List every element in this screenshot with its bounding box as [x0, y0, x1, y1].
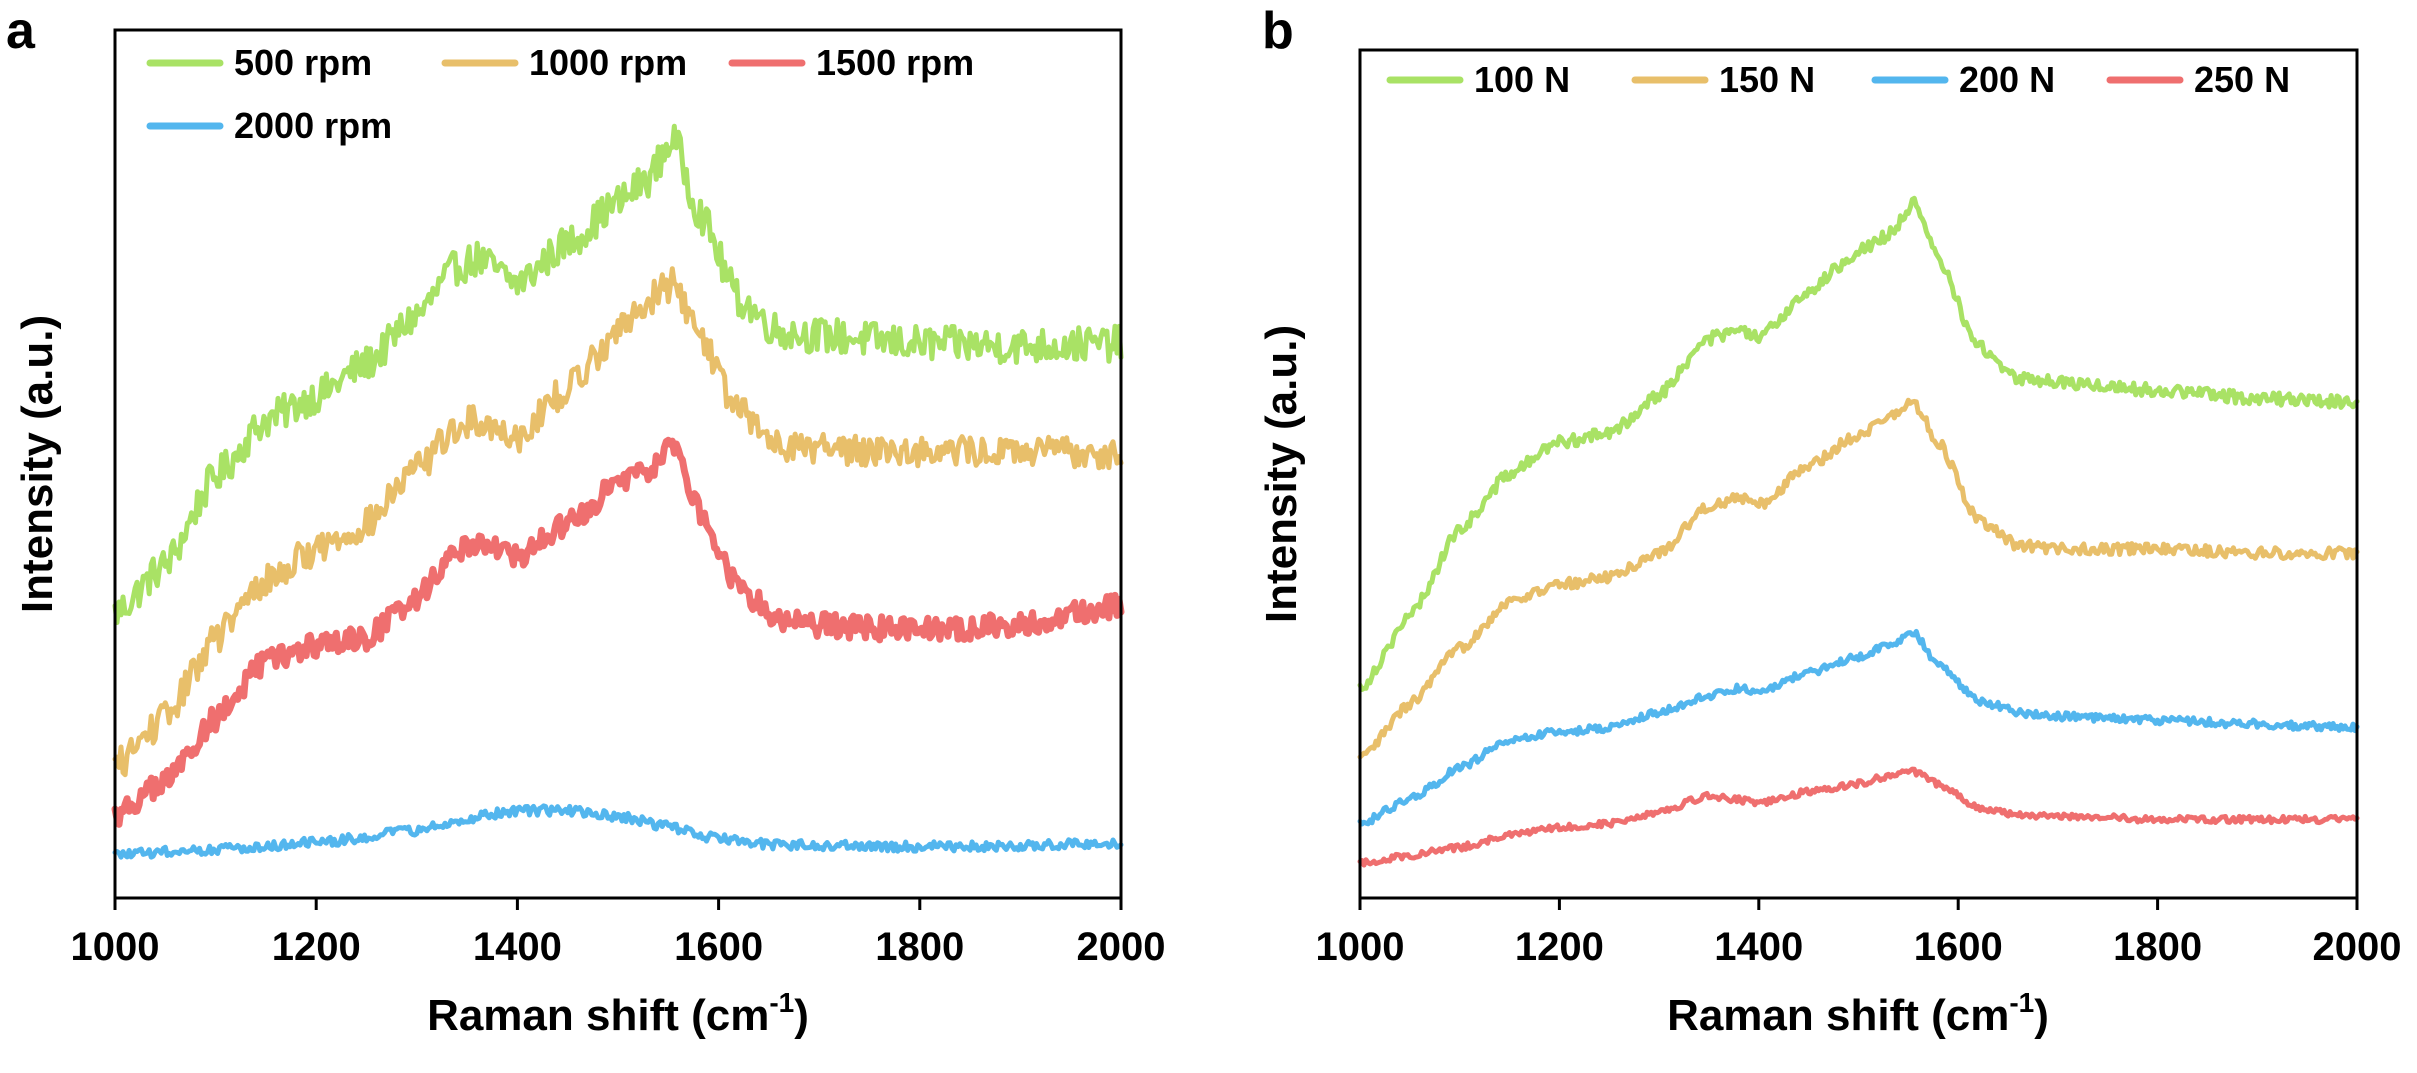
x-tick-label: 1600 — [1914, 925, 2003, 969]
legend-label: 200 N — [1959, 59, 2055, 100]
series-layer-b — [1357, 195, 2360, 868]
series-line-1000-rpm — [112, 266, 1124, 778]
series-line-500-rpm — [112, 123, 1124, 625]
series-line-100-n — [1357, 195, 2360, 692]
plot-frame-b — [1358, 48, 2359, 900]
legend-label: 150 N — [1719, 59, 1815, 100]
legend-item: 100 N — [1386, 59, 1570, 100]
x-axis-ticks-a: 1000 1200 1400 1600 1800 2000 — [71, 898, 1166, 969]
legend-b: 100 N 150 N 200 N 250 N — [1386, 59, 2290, 100]
x-tick-label: 2000 — [2313, 925, 2402, 969]
y-axis-title-b: Intensity (a.u.) — [1257, 325, 1306, 623]
x-tick-label: 1200 — [1515, 925, 1604, 969]
x-axis-ticks-b: 1000 1200 1400 1600 1800 2000 — [1316, 898, 2402, 969]
x-axis-title-a-text: Raman shift (cm — [427, 991, 769, 1040]
x-tick-label: 1000 — [71, 925, 160, 969]
x-axis-title-a-superscript: -1 — [769, 987, 794, 1018]
x-tick-label: 2000 — [1077, 925, 1166, 969]
x-tick-label: 1400 — [473, 925, 562, 969]
x-axis-title-b-superscript: -1 — [2009, 987, 2034, 1018]
legend-item: 1500 rpm — [728, 42, 974, 83]
legend-label: 100 N — [1474, 59, 1570, 100]
series-line-200-n — [1357, 628, 2360, 827]
x-tick-label: 1800 — [2113, 925, 2202, 969]
panel-label-a: a — [6, 2, 36, 60]
legend-label: 2000 rpm — [234, 105, 392, 146]
plot-frame-a — [113, 28, 1123, 900]
series-line-2000-rpm — [112, 803, 1124, 860]
legend-label: 1000 rpm — [529, 42, 687, 83]
panel-b: b 100 N 150 N 200 N 250 N 1000 1200 1400 1600 1… — [1257, 2, 2401, 1040]
series-line-250-n — [1357, 766, 2360, 868]
x-tick-label: 1000 — [1316, 925, 1405, 969]
legend-item: 2000 rpm — [146, 105, 392, 146]
legend-label: 500 rpm — [234, 42, 372, 83]
legend-label: 250 N — [2194, 59, 2290, 100]
legend-a: 500 rpm 1000 rpm 1500 rpm 2000 rpm — [146, 42, 974, 146]
legend-item: 150 N — [1631, 59, 1815, 100]
x-axis-title-b: Raman shift (cm-1) — [1667, 987, 2049, 1040]
x-axis-title-a: Raman shift (cm-1) — [427, 987, 809, 1040]
x-axis-title-b-text: Raman shift (cm — [1667, 991, 2009, 1040]
x-tick-label: 1200 — [272, 925, 361, 969]
x-axis-title-b-close: ) — [2034, 991, 2049, 1040]
series-line-1500-rpm — [111, 436, 1125, 828]
x-tick-label: 1600 — [674, 925, 763, 969]
legend-label: 1500 rpm — [816, 42, 974, 83]
series-line-150-n — [1357, 397, 2360, 760]
series-layer-a — [111, 123, 1125, 860]
panel-a: a 500 rpm 1000 rpm 1500 rpm 2000 rpm 1000 12… — [6, 2, 1165, 1040]
legend-item: 250 N — [2106, 59, 2290, 100]
x-axis-title-a-close: ) — [794, 991, 809, 1040]
legend-item: 1000 rpm — [441, 42, 687, 83]
panel-label-b: b — [1262, 2, 1294, 60]
legend-item: 500 rpm — [146, 42, 372, 83]
legend-item: 200 N — [1871, 59, 2055, 100]
x-tick-label: 1400 — [1714, 925, 1803, 969]
y-axis-title-a: Intensity (a.u.) — [13, 315, 62, 613]
x-tick-label: 1800 — [875, 925, 964, 969]
